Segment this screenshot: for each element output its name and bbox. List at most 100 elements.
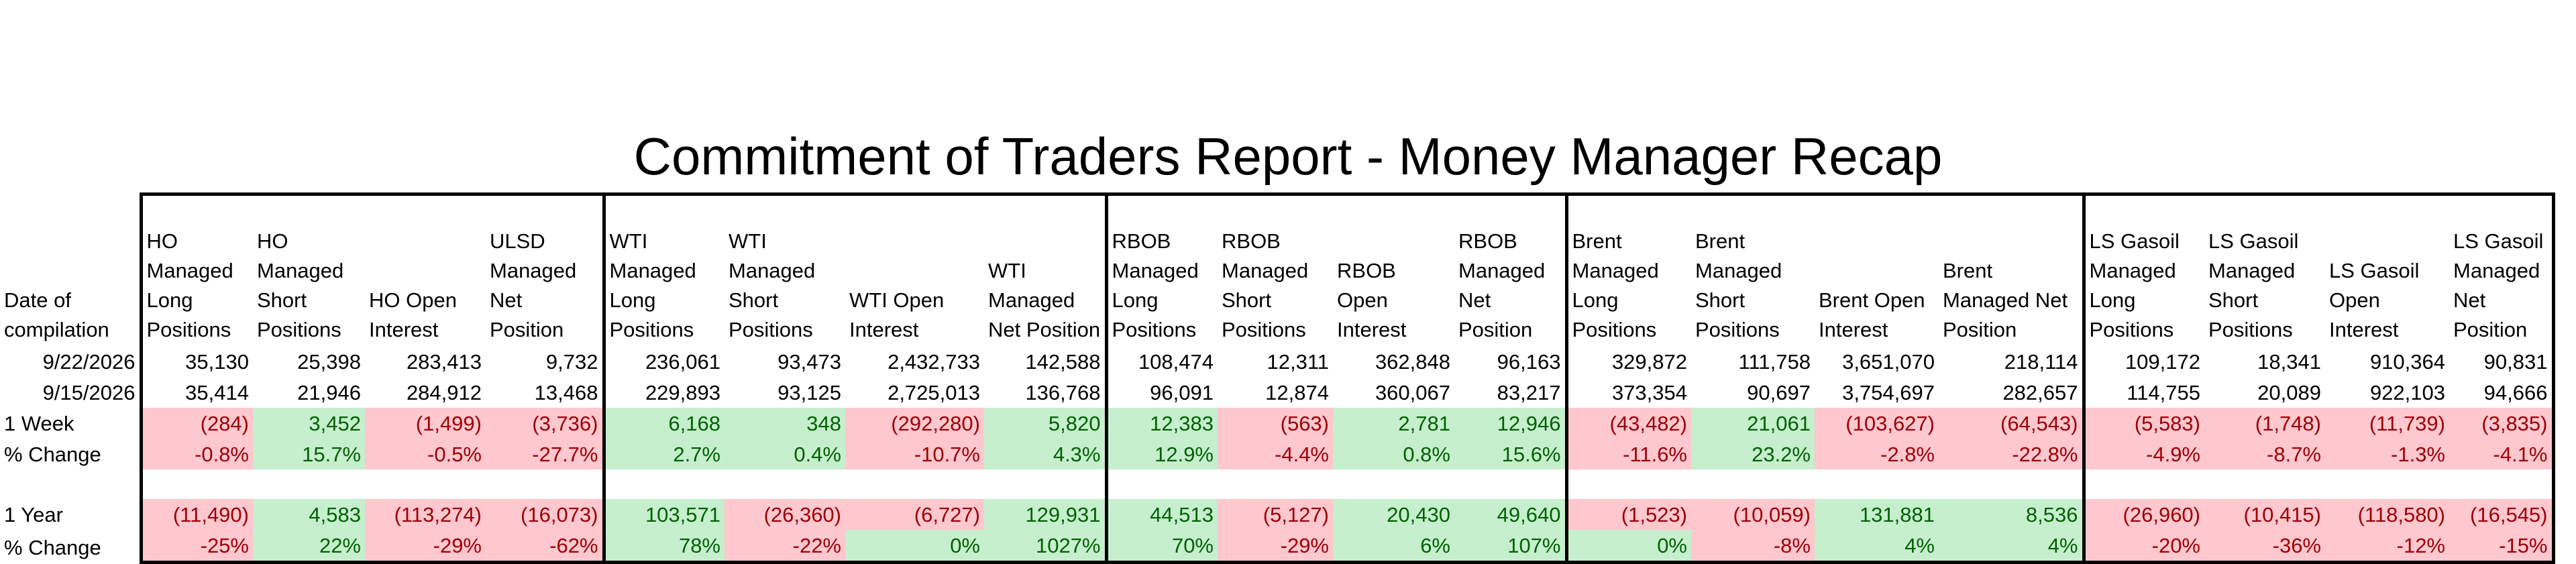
- value-cell: 360,067: [1375, 381, 1450, 404]
- row-label: 9/15/2026: [42, 381, 136, 404]
- column-header: Brent Managed Net Position: [1939, 192, 2084, 346]
- value-cell: 90,831: [2449, 346, 2555, 377]
- value-cell: (16,545): [2449, 499, 2555, 530]
- value-cell: 348: [724, 408, 845, 439]
- value-cell: 6%: [1333, 530, 1454, 564]
- value-cell: -22.8%: [1939, 439, 2084, 469]
- report-title: Commitment of Traders Report - Money Man…: [633, 127, 1943, 186]
- row-label: % Change: [4, 443, 101, 466]
- row-label: 9/22/2026: [42, 350, 136, 374]
- value-cell: 362,848: [1375, 350, 1450, 374]
- column-header: HO Managed Short Positions: [253, 192, 365, 346]
- value-cell: 20,089: [2257, 381, 2321, 404]
- value-cell: 0%: [1564, 530, 1691, 564]
- value-cell: 96,163: [1497, 350, 1561, 374]
- value-cell: (5,127): [1218, 499, 1333, 530]
- value-cell: 20,430: [1333, 499, 1454, 530]
- date-row: 9/22/2026 35,130 25,398 283,413 9,732 236,061…: [0, 346, 2555, 377]
- value-cell: 4,583: [253, 499, 365, 530]
- value-cell: 109,172: [2082, 346, 2204, 377]
- value-cell: 329,872: [1564, 346, 1691, 377]
- cot-table: Date of compilation HO Managed Long Posit…: [0, 192, 2555, 564]
- value-cell: 78%: [602, 530, 724, 564]
- spacer-row: [0, 469, 2555, 499]
- value-cell: (6,727): [845, 499, 984, 530]
- column-header: WTI Open Interest: [845, 192, 984, 346]
- value-cell: -15%: [2449, 530, 2555, 564]
- column-header: HO Open Interest: [365, 192, 486, 346]
- value-cell: 12,311: [1267, 350, 1329, 374]
- week-pct-row: % Change -0.8% 15.7% -0.5% -27.7% 2.7% 0.4% -10…: [0, 439, 2555, 469]
- column-header: HO Managed Long Positions: [139, 192, 253, 346]
- value-cell: -1.3%: [2325, 439, 2449, 469]
- value-cell: 129,931: [984, 499, 1106, 530]
- value-cell: 4%: [1939, 530, 2084, 564]
- value-cell: 142,588: [1025, 350, 1101, 374]
- value-cell: (43,482): [1564, 408, 1691, 439]
- column-header: RBOB Managed Long Positions: [1104, 192, 1218, 346]
- value-cell: -12%: [2325, 530, 2449, 564]
- value-cell: 283,413: [406, 350, 482, 374]
- value-cell: 12,874: [1265, 381, 1329, 404]
- value-cell: 3,754,697: [1842, 381, 1935, 404]
- value-cell: (113,274): [365, 499, 486, 530]
- value-cell: 922,103: [2369, 381, 2445, 404]
- value-cell: -4.4%: [1218, 439, 1333, 469]
- row-label: 1 Year: [4, 503, 63, 526]
- week-change-row: 1 Week (284) 3,452 (1,499) (3,736) 6,168 348 (2…: [0, 408, 2555, 439]
- date-row: 9/15/2026 35,414 21,946 284,912 13,468 229,89…: [0, 377, 2555, 408]
- value-cell: 3,651,070: [1842, 350, 1935, 374]
- value-cell: 136,768: [1025, 381, 1101, 404]
- value-cell: 2,725,013: [888, 381, 980, 404]
- column-header: WTI Managed Long Positions: [602, 192, 724, 346]
- value-cell: 13,468: [534, 381, 598, 404]
- value-cell: 49,640: [1454, 499, 1566, 530]
- value-cell: (64,543): [1939, 408, 2084, 439]
- value-cell: (11,739): [2325, 408, 2449, 439]
- value-cell: 70%: [1104, 530, 1218, 564]
- value-cell: 21,061: [1691, 408, 1815, 439]
- value-cell: 5,820: [984, 408, 1106, 439]
- value-cell: 0.4%: [724, 439, 845, 469]
- value-cell: (118,580): [2325, 499, 2449, 530]
- value-cell: 0%: [845, 530, 984, 564]
- value-cell: (11,490): [139, 499, 253, 530]
- column-header: Brent Managed Long Positions: [1564, 192, 1691, 346]
- value-cell: -0.5%: [365, 439, 486, 469]
- value-cell: 4.3%: [984, 439, 1106, 469]
- value-cell: -4.1%: [2449, 439, 2555, 469]
- column-header: RBOB Managed Short Positions: [1218, 192, 1333, 346]
- column-header: RBOB Open Interest: [1333, 192, 1454, 346]
- value-cell: -22%: [724, 530, 845, 564]
- value-cell: -29%: [1218, 530, 1333, 564]
- value-cell: 23.2%: [1691, 439, 1815, 469]
- value-cell: (284): [139, 408, 253, 439]
- row-label: % Change: [4, 535, 101, 559]
- value-cell: -25%: [139, 530, 253, 564]
- value-cell: 3,452: [253, 408, 365, 439]
- value-cell: 107%: [1454, 530, 1566, 564]
- value-cell: 94,666: [2449, 377, 2555, 408]
- header-row: Date of compilation HO Managed Long Posit…: [0, 192, 2555, 346]
- value-cell: 108,474: [1104, 346, 1218, 377]
- value-cell: (292,280): [845, 408, 984, 439]
- value-cell: 2,432,733: [888, 350, 980, 374]
- column-header: LS Gasoil Open Interest: [2325, 192, 2449, 346]
- column-header: WTI Managed Net Position: [984, 192, 1106, 346]
- value-cell: 18,341: [2257, 350, 2321, 374]
- value-cell: -2.8%: [1815, 439, 1939, 469]
- column-header: RBOB Managed Net Position: [1454, 192, 1566, 346]
- value-cell: 6,168: [602, 408, 724, 439]
- value-cell: -10.7%: [845, 439, 984, 469]
- value-cell: -8%: [1691, 530, 1815, 564]
- column-header: LS Gasoil Managed Short Positions: [2204, 192, 2325, 346]
- value-cell: (1,748): [2204, 408, 2325, 439]
- column-header: Brent Open Interest: [1815, 192, 1939, 346]
- value-cell: 21,946: [297, 381, 361, 404]
- value-cell: -8.7%: [2204, 439, 2325, 469]
- value-cell: 910,364: [2369, 350, 2445, 374]
- value-cell: (3,736): [486, 408, 604, 439]
- value-cell: 90,697: [1747, 381, 1811, 404]
- value-cell: 131,881: [1815, 499, 1939, 530]
- value-cell: 8,536: [1939, 499, 2084, 530]
